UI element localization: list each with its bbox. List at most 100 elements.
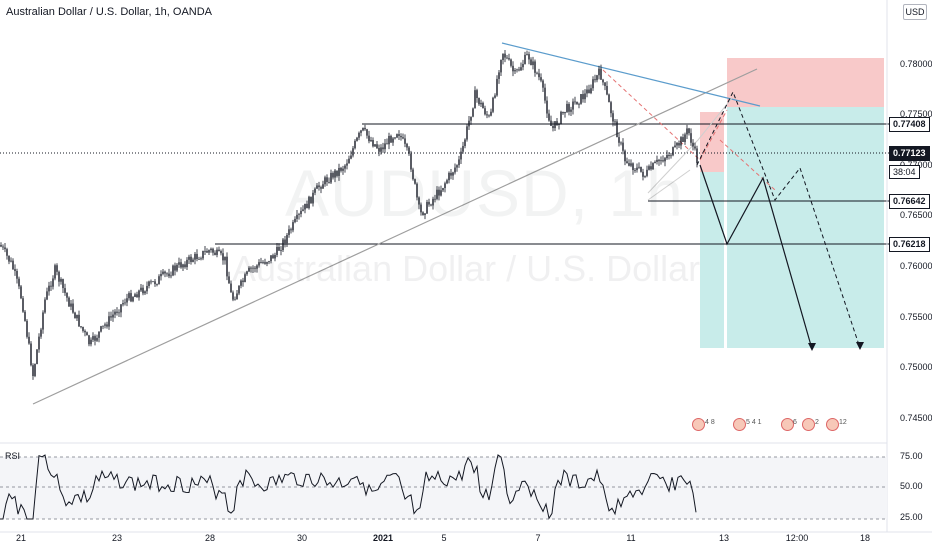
candle-body <box>286 234 288 244</box>
descending-trendline[interactable] <box>501 42 761 107</box>
candle-body <box>24 311 26 321</box>
currency-button[interactable]: USD <box>903 4 927 20</box>
candle-body <box>392 138 394 143</box>
candle-body <box>662 160 664 162</box>
candle-body <box>36 349 38 365</box>
candle-body <box>188 256 190 260</box>
candle-body <box>646 169 648 176</box>
candle-body <box>466 126 468 140</box>
candle-body <box>692 142 694 147</box>
candle-body <box>252 267 254 269</box>
candle-body <box>162 271 164 274</box>
price-axis-label: 0.76000 <box>900 261 932 271</box>
event-count: 4 8 <box>705 419 715 426</box>
rsi-label[interactable]: RSI <box>5 451 21 461</box>
candle-body <box>480 102 482 105</box>
candle-body <box>274 254 276 259</box>
candle-body <box>470 116 472 121</box>
candle-body <box>388 135 390 145</box>
entry-target-zone[interactable] <box>700 172 725 348</box>
price-tag-current: 0.77123 <box>889 146 930 161</box>
candle-body <box>264 262 266 264</box>
candle-body <box>594 79 596 81</box>
economic-event-icon[interactable] <box>802 418 815 431</box>
candle-body <box>344 165 346 169</box>
candle-body <box>654 161 656 164</box>
candle-body <box>664 158 666 162</box>
time-axis-label: 23 <box>111 533 123 543</box>
economic-event-icon[interactable] <box>733 418 746 431</box>
candle-body <box>70 303 72 307</box>
candle-body <box>202 250 204 259</box>
candle-body <box>648 166 650 170</box>
projection-red-1 <box>602 69 701 161</box>
candle-body <box>186 259 188 268</box>
channel-lower <box>647 169 691 201</box>
candle-body <box>414 179 416 184</box>
candle-body <box>204 250 206 252</box>
rsi-axis-label: 25.00 <box>900 512 923 522</box>
candle-body <box>696 148 698 163</box>
candle-body <box>180 262 182 268</box>
candle-body <box>124 302 126 304</box>
price-tag-level-low[interactable]: 0.76218 <box>889 237 930 252</box>
candle-body <box>332 172 334 178</box>
candle-body <box>268 261 270 263</box>
candle-body <box>464 139 466 147</box>
candle-body <box>74 312 76 319</box>
candle-body <box>170 275 172 277</box>
candle-body <box>454 167 456 173</box>
projection-path-solid[interactable] <box>699 164 813 350</box>
economic-event-icon[interactable] <box>826 418 839 431</box>
candle-body <box>56 265 58 272</box>
candle-body <box>222 253 224 261</box>
candle-body <box>500 59 502 73</box>
candle-body <box>668 155 670 157</box>
candle-body <box>524 54 526 64</box>
candle-body <box>146 285 148 292</box>
candle-body <box>78 314 80 327</box>
price-tag-level-top[interactable]: 0.77408 <box>889 117 930 132</box>
candle-body <box>484 108 486 115</box>
candle-body <box>240 280 242 286</box>
stop-loss-zone[interactable] <box>727 58 884 107</box>
candle-body <box>138 290 140 298</box>
candle-body <box>620 142 622 144</box>
candle-body <box>114 311 116 315</box>
price-candles <box>0 50 698 380</box>
candle-body <box>552 125 554 129</box>
candle-body <box>626 161 628 164</box>
candle-body <box>558 123 560 126</box>
candle-body <box>136 294 138 298</box>
candle-body <box>20 286 22 299</box>
candle-body <box>82 326 84 331</box>
candle-body <box>14 269 16 272</box>
candle-body <box>174 265 176 271</box>
candle-body <box>566 103 568 112</box>
bar-countdown: 38:04 <box>889 165 920 179</box>
candle-body <box>6 249 8 256</box>
candle-body <box>176 264 178 271</box>
projection-path-dashed[interactable] <box>696 90 861 349</box>
candle-body <box>306 203 308 209</box>
economic-event-icon[interactable] <box>781 418 794 431</box>
take-profit-zone[interactable] <box>727 107 884 348</box>
candle-body <box>420 204 422 213</box>
ascending-trendline[interactable] <box>32 68 758 405</box>
candle-body <box>450 172 452 176</box>
candle-body <box>496 78 498 96</box>
candle-body <box>312 192 314 204</box>
candle-body <box>86 332 88 336</box>
candle-body <box>690 133 692 143</box>
arrow-head-dashed <box>856 342 864 350</box>
candle-body <box>96 337 98 341</box>
candle-body <box>570 109 572 112</box>
candle-body <box>592 79 594 89</box>
candle-body <box>504 53 506 58</box>
candle-body <box>614 121 616 123</box>
candle-body <box>530 59 532 66</box>
price-tag-level-mid[interactable]: 0.76642 <box>889 194 930 209</box>
candle-body <box>670 155 672 157</box>
economic-event-icon[interactable] <box>692 418 705 431</box>
